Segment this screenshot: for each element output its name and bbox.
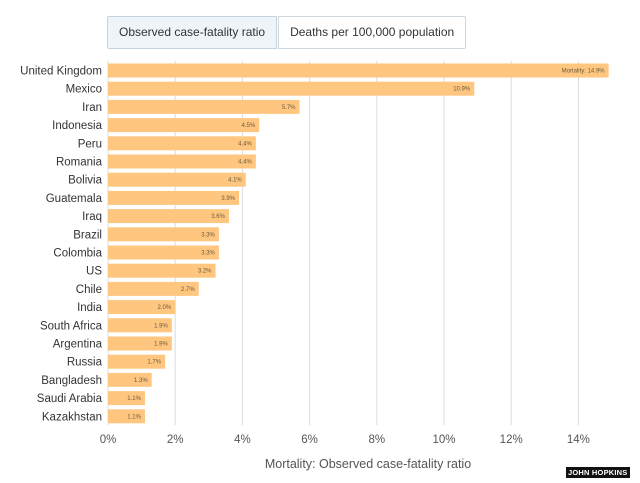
category-label: South Africa xyxy=(40,320,103,332)
category-label: Bolivia xyxy=(68,175,102,187)
bar-argentina[interactable] xyxy=(108,336,172,351)
data-label: 2.7% xyxy=(181,287,195,293)
category-label: Iran xyxy=(82,102,102,114)
data-label: 10.9% xyxy=(453,87,471,93)
bar-us[interactable] xyxy=(108,263,216,278)
category-label: Russia xyxy=(67,357,103,369)
bar-bolivia[interactable] xyxy=(108,172,246,187)
data-label: 1.3% xyxy=(134,378,148,384)
data-label: 1.1% xyxy=(127,414,141,420)
data-label: 1.9% xyxy=(154,342,168,348)
category-label: US xyxy=(86,266,102,278)
x-tick-label: 2% xyxy=(167,434,184,446)
bar-south-africa[interactable] xyxy=(108,318,172,333)
category-label: Mexico xyxy=(66,84,102,96)
data-label: 4.5% xyxy=(242,123,256,129)
data-label: 1.7% xyxy=(147,360,161,366)
data-label: 3.2% xyxy=(198,269,212,275)
x-tick-label: 14% xyxy=(567,434,590,446)
x-tick-label: 4% xyxy=(234,434,251,446)
x-tick-label: 0% xyxy=(100,434,117,446)
bar-saudi-arabia[interactable] xyxy=(108,391,145,406)
category-label: Iraq xyxy=(82,211,102,223)
metric-tabs: Observed case-fatality ratio Deaths per … xyxy=(107,16,467,49)
data-label: 3.9% xyxy=(221,196,235,202)
bar-romania[interactable] xyxy=(108,154,256,169)
data-label: 3.3% xyxy=(201,232,215,238)
category-label: India xyxy=(77,302,103,314)
bar-india[interactable] xyxy=(108,300,176,315)
data-label: 2.0% xyxy=(158,305,172,311)
x-tick-label: 6% xyxy=(301,434,318,446)
bar-peru[interactable] xyxy=(108,136,256,151)
bar-mexico[interactable] xyxy=(108,81,475,96)
x-tick-label: 10% xyxy=(432,434,455,446)
data-label: 5.7% xyxy=(282,105,296,111)
bar-colombia[interactable] xyxy=(108,245,219,260)
bar-iran[interactable] xyxy=(108,99,300,114)
tab-case-fatality-ratio[interactable]: Observed case-fatality ratio xyxy=(107,16,278,49)
category-label: Saudi Arabia xyxy=(37,393,103,405)
category-label: United Kingdom xyxy=(20,66,102,78)
bar-kazakhstan[interactable] xyxy=(108,409,145,424)
category-label: Argentina xyxy=(53,339,103,351)
data-label: 3.6% xyxy=(211,214,225,220)
category-label: Romania xyxy=(56,157,103,169)
data-label: 4.4% xyxy=(238,160,252,166)
x-axis-title: Mortality: Observed case-fatality ratio xyxy=(265,457,471,471)
data-label: 1.1% xyxy=(127,396,141,402)
tab-deaths-per-100k[interactable]: Deaths per 100,000 population xyxy=(278,16,467,49)
bar-guatemala[interactable] xyxy=(108,190,240,205)
bar-bangladesh[interactable] xyxy=(108,372,152,387)
data-label: 4.4% xyxy=(238,141,252,147)
category-label: Bangladesh xyxy=(41,375,102,387)
bar-indonesia[interactable] xyxy=(108,118,260,133)
category-label: Kazakhstan xyxy=(42,411,102,423)
bar-iraq[interactable] xyxy=(108,209,229,224)
category-label: Guatemala xyxy=(46,193,103,205)
category-label: Colombia xyxy=(53,248,102,260)
category-label: Brazil xyxy=(73,229,102,241)
x-tick-label: 12% xyxy=(500,434,523,446)
bar-russia[interactable] xyxy=(108,354,166,369)
category-label: Indonesia xyxy=(52,120,102,132)
data-label: Mortality: 14.9% xyxy=(562,69,606,75)
source-logo: JOHN HOPKINS xyxy=(566,467,630,478)
bar-chile[interactable] xyxy=(108,281,199,296)
data-label: 4.1% xyxy=(228,178,242,184)
category-label: Peru xyxy=(78,138,102,150)
data-label: 3.3% xyxy=(201,251,215,257)
data-label: 1.9% xyxy=(154,323,168,329)
x-tick-label: 8% xyxy=(368,434,385,446)
category-label: Chile xyxy=(76,284,102,296)
bar-brazil[interactable] xyxy=(108,227,219,242)
bar-united-kingdom[interactable] xyxy=(108,63,609,78)
